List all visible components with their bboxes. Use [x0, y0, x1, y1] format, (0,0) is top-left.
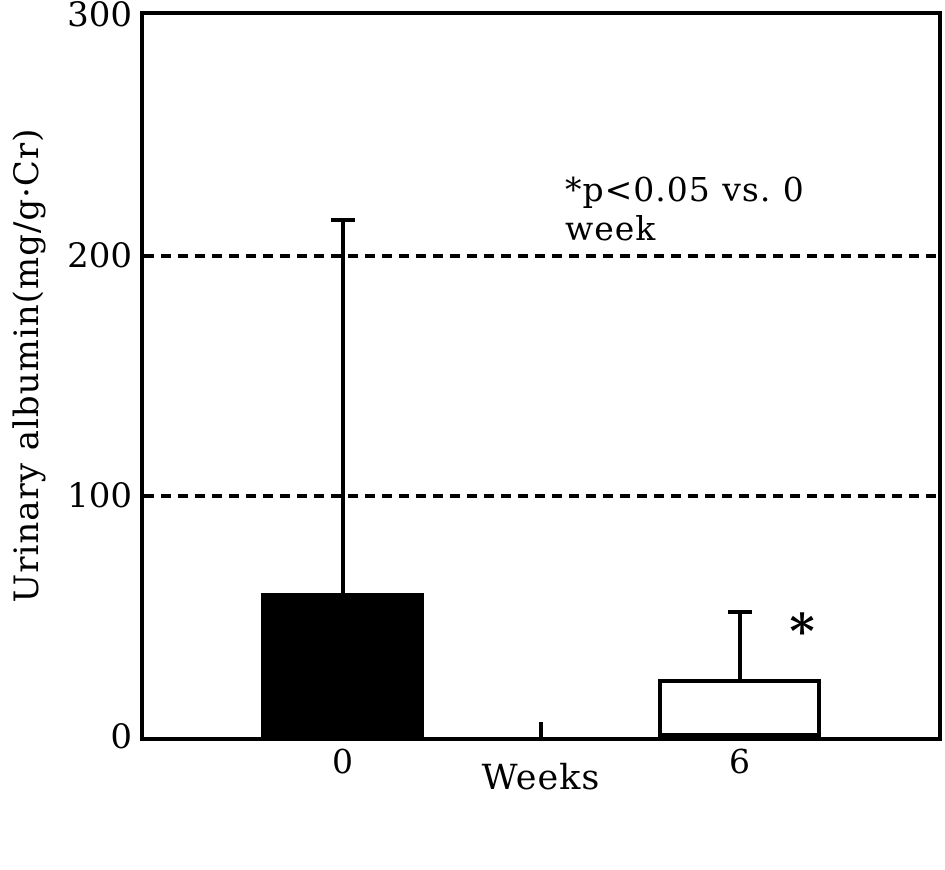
- gridline-100: [144, 494, 938, 499]
- y-tick-label-200: 200: [67, 235, 132, 276]
- x-axis-title: Weeks: [481, 758, 601, 798]
- x-tick-label-6: 6: [729, 742, 750, 781]
- significance-star-week-6: *: [789, 603, 815, 660]
- error-bar-cap-week-0: [330, 217, 355, 222]
- bar-week-0: [261, 592, 424, 737]
- gridline-200: [144, 253, 938, 258]
- y-axis-title: Urinary albumin(mg/g·Cr): [7, 127, 47, 603]
- error-bar-week-0: [340, 219, 345, 593]
- significance-note: *p<0.05 vs. 0 week: [565, 170, 805, 248]
- y-tick-label-100: 100: [67, 476, 132, 517]
- error-bar-week-6: [737, 611, 742, 680]
- error-bar-cap-week-6: [727, 609, 752, 614]
- y-tick-label-0: 0: [110, 717, 132, 757]
- x-axis-mid-tick: [539, 722, 543, 737]
- bar-week-6: [658, 679, 821, 737]
- y-tick-label-300: 300: [67, 0, 132, 35]
- x-tick-label-0: 0: [332, 742, 353, 781]
